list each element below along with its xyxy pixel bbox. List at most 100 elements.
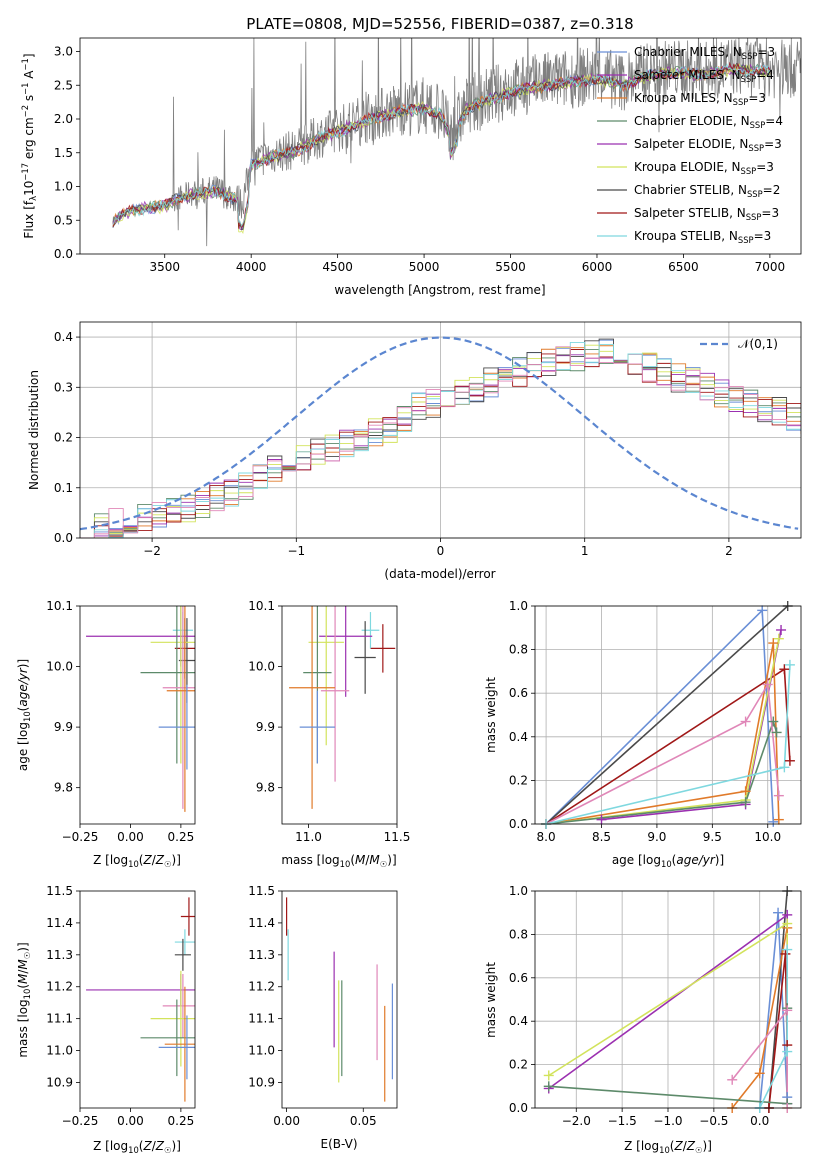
- label-part: /: [365, 853, 370, 867]
- x-tick-label: 6500: [668, 260, 699, 274]
- label-part: SSP: [738, 235, 754, 245]
- label-part: )]: [16, 942, 30, 951]
- label-part: −1: [20, 58, 30, 70]
- label-part: Chabrier MILES, N: [634, 45, 742, 59]
- x-tick-label: 0.25: [168, 1114, 195, 1128]
- y-axis-label: Normed distribution: [27, 370, 41, 490]
- label-part: M: [369, 853, 380, 867]
- label-part: −17: [20, 163, 30, 181]
- y-tick-label: 0.0: [509, 1101, 528, 1115]
- x-axis-label: E(B-V): [320, 1137, 357, 1151]
- y-tick-label: 0.6: [509, 971, 528, 985]
- label-part: )]: [172, 1139, 181, 1153]
- label-part: (: [672, 853, 677, 867]
- y-tick-label: 10.0: [46, 660, 73, 674]
- label-part: =3: [754, 229, 772, 243]
- label-part: 10: [661, 859, 672, 869]
- x-tick-label: −1: [287, 544, 305, 558]
- y-tick-label: 11.4: [248, 916, 275, 930]
- axes-frame: [281, 605, 398, 825]
- y-tick-label: 0.2: [509, 1058, 528, 1072]
- label-part: age/yr: [676, 853, 715, 867]
- label-part: age/yr: [16, 667, 30, 706]
- y-tick-label: 1.0: [54, 180, 73, 194]
- y-axis-label: mass [log10(M/M☉)]: [16, 942, 32, 1057]
- panel-age_vs_Z: −0.25 0.00 0.25 9.8 9.9 10.0 10.1: [46, 599, 196, 844]
- legend-entry: Salpeter MILES, NSSP=4: [634, 68, 774, 84]
- y-tick-label: 10.0: [248, 660, 275, 674]
- label-part: 10: [128, 859, 139, 869]
- label-part: ☉: [380, 859, 388, 869]
- label-part: Z [log: [93, 853, 128, 867]
- label-part: (: [670, 1139, 675, 1153]
- y-tick-label: 9.8: [54, 781, 73, 795]
- y-tick-label: 11.3: [46, 948, 73, 962]
- axes-frame: [79, 605, 196, 825]
- label-part: =4: [765, 114, 783, 128]
- label-part: (: [139, 1139, 144, 1153]
- axes-frame: [79, 890, 196, 1109]
- panel-residuals: −2 −1 0 1 2 0.0 0.1 0.2 0.3 0.4 𝒩(0,1): [54, 321, 802, 558]
- legend-entry: 𝒩(0,1): [738, 337, 778, 351]
- panel-massweight_vs_age: 8.0 8.5 9.0 9.5 10.0 0.0 0.2 0.4 0.6 0.8 1.0: [509, 599, 802, 844]
- label-part: Flux [f: [22, 200, 36, 238]
- y-tick-label: 1.0: [509, 884, 528, 898]
- x-tick-label: 0: [437, 544, 445, 558]
- label-part: 10: [659, 1145, 670, 1155]
- legend-entry: Salpeter STELIB, NSSP=3: [634, 206, 779, 222]
- label-part: Salpeter STELIB, N: [634, 206, 746, 220]
- label-part: mass [log: [16, 999, 30, 1057]
- y-tick-label: 10.1: [46, 599, 73, 613]
- plot-area: [86, 606, 195, 812]
- legend-entry: Chabrier ELODIE, NSSP=4: [634, 114, 783, 130]
- axes-frame: [79, 321, 802, 539]
- label-part: SSP: [733, 97, 749, 107]
- x-tick-label: 8.5: [592, 830, 611, 844]
- y-tick-label: 0.1: [54, 481, 73, 495]
- figure-title: PLATE=0808, MJD=52556, FIBERID=0387, z=0…: [246, 15, 633, 33]
- label-part: =3: [748, 91, 766, 105]
- label-part: Z: [155, 853, 165, 867]
- x-tick-label: −1.0: [653, 1114, 682, 1128]
- x-tick-label: −2.0: [562, 1114, 591, 1128]
- x-axis-label: Z [log10(Z/Z☉)]: [93, 1139, 181, 1155]
- histogram-series: [80, 353, 801, 538]
- label-part: )]: [387, 853, 396, 867]
- plot-area: [80, 336, 801, 538]
- label-part: M: [16, 973, 30, 984]
- x-tick-label: 8.0: [537, 830, 556, 844]
- label-part: )]: [715, 853, 724, 867]
- x-axis-label: mass [log10(M/M☉)]: [281, 853, 396, 869]
- x-tick-label: −0.5: [699, 1114, 728, 1128]
- x-tick-label: 11.0: [295, 830, 322, 844]
- x-tick-label: −1.5: [608, 1114, 637, 1128]
- y-tick-label: 0.0: [54, 531, 73, 545]
- y-tick-label: 0.8: [509, 927, 528, 941]
- label-part: s: [22, 95, 36, 105]
- label-part: )]: [172, 853, 181, 867]
- x-tick-label: 0.00: [117, 830, 144, 844]
- label-part: )]: [16, 659, 30, 668]
- axes-frame: [534, 890, 802, 1109]
- x-tick-label: 11.5: [384, 830, 411, 844]
- label-part: =3: [761, 206, 779, 220]
- label-part: SSP: [750, 120, 766, 130]
- y-tick-label: 0.2: [509, 773, 528, 787]
- x-tick-label: 7000: [755, 260, 786, 274]
- normal-curve-line: [80, 336, 799, 531]
- x-tick-label: 1: [581, 544, 589, 558]
- legend-entry: Chabrier MILES, NSSP=3: [634, 45, 775, 61]
- label-part: 10: [340, 859, 351, 869]
- label-part: ☉: [22, 952, 32, 960]
- label-part: mass [log: [281, 853, 339, 867]
- label-part: =3: [757, 45, 775, 59]
- panel-age_vs_mass: 11.0 11.5 9.8 9.9 10.0 10.1: [248, 599, 411, 844]
- label-part: Z: [673, 1139, 683, 1153]
- axes-frame: [281, 890, 398, 1109]
- y-tick-label: 11.3: [248, 948, 275, 962]
- label-part: Z [log: [93, 1139, 128, 1153]
- label-part: =3: [756, 160, 774, 174]
- plot-area: [86, 897, 195, 1102]
- label-part: (: [16, 707, 30, 712]
- legend-entry: Salpeter ELODIE, NSSP=3: [634, 137, 782, 153]
